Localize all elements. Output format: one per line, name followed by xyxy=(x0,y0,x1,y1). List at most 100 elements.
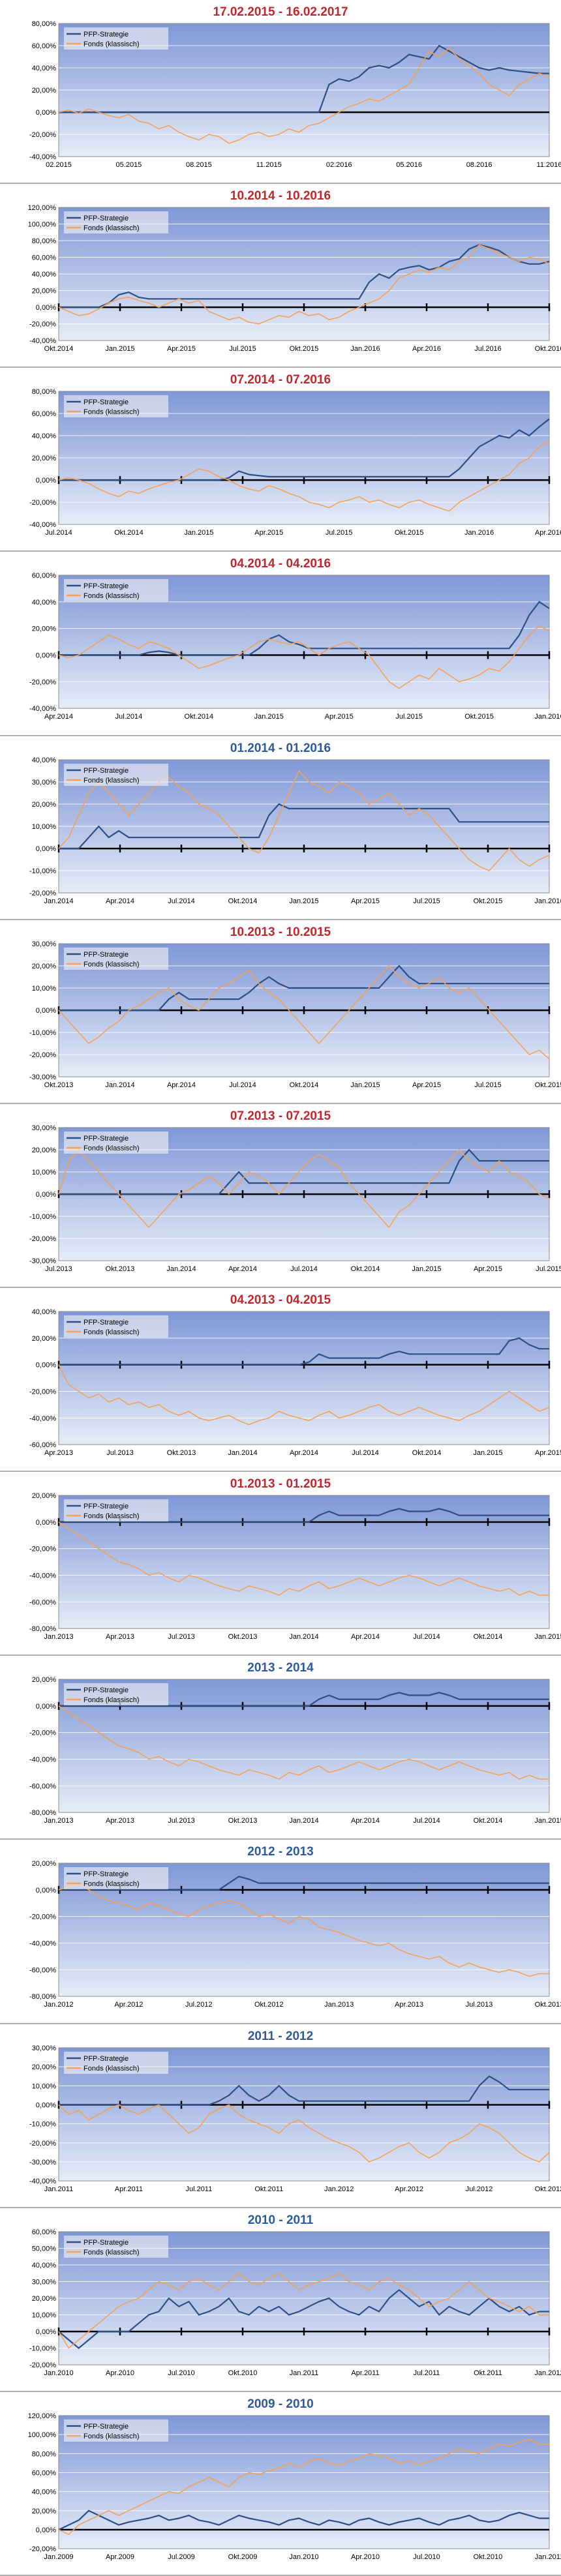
chart-svg: -20,00% -10,00% 0,00% 10,00% 20,00% 30,00% 40,… xyxy=(29,756,561,905)
y-tick-label: 120,00% xyxy=(28,204,57,212)
legend: PFP-Strategie Fonds (klassisch) xyxy=(64,1867,168,1890)
legend: PFP-Strategie Fonds (klassisch) xyxy=(64,2419,168,2442)
series-line-strategy xyxy=(59,1337,549,1366)
x-tick-label: Jul.2014 xyxy=(115,713,143,721)
legend-item-strategy-label: PFP-Strategie xyxy=(83,1135,129,1143)
chart-title: 01.2014 - 01.2016 xyxy=(230,741,331,755)
x-tick-label: Jan.2015 xyxy=(350,1081,380,1089)
x-tick-label: Jul.2013 xyxy=(45,1265,72,1273)
y-tick-label: 120,00% xyxy=(28,2412,57,2420)
x-tick-label: Okt.2014 xyxy=(185,713,214,721)
chart-title: 07.2013 - 07.2015 xyxy=(230,1109,331,1123)
x-tick-label: Jan.2015 xyxy=(105,345,134,353)
x-tick-label: Jul.2013 xyxy=(106,1449,134,1457)
y-tick-label: 30,00% xyxy=(32,2044,57,2052)
legend-item-fund-label: Fonds (klassisch) xyxy=(83,2249,140,2256)
x-tick-label: Apr.2012 xyxy=(395,2185,423,2193)
y-tick-label: -20,00% xyxy=(29,1546,56,1553)
x-tick-label: Jan.2014 xyxy=(44,897,73,905)
legend-item-fund-label: Fonds (klassisch) xyxy=(83,2065,140,2073)
x-tick-label: Jul.2010 xyxy=(413,2553,440,2561)
x-tick-label: Okt.2015 xyxy=(474,897,503,905)
x-tick-label: Okt.2013 xyxy=(228,1817,258,1825)
y-tick-label: 20,00% xyxy=(32,625,57,633)
x-tick-label: Jul.2010 xyxy=(168,2369,195,2377)
x-tick-label: Okt.2014 xyxy=(228,897,258,905)
x-tick-label: Okt.2014 xyxy=(474,1633,503,1641)
y-tick-label: 10,00% xyxy=(32,2082,57,2090)
y-tick-label: 0,00% xyxy=(36,1362,56,1370)
chart-panel: 04.2013 - 04.2015 -60,00% -40,00% -20,00% 0,… xyxy=(0,1288,561,1473)
series-line-strategy xyxy=(59,44,549,113)
panel-divider xyxy=(0,1102,561,1104)
y-tick-label: 20,00% xyxy=(32,1335,57,1343)
x-tick-label: Okt.2013 xyxy=(167,1449,196,1457)
legend-box xyxy=(64,211,168,234)
chart-svg: -30,00% -20,00% -10,00% 0,00% 10,00% 20,00% 30… xyxy=(29,1124,561,1273)
panel-divider xyxy=(0,183,561,185)
legend-item-strategy-label: PFP-Strategie xyxy=(83,1319,129,1326)
y-tick-label: -80,00% xyxy=(29,1809,56,1817)
x-tick-label: 11.2016 xyxy=(537,161,561,169)
y-tick-label: 60,00% xyxy=(32,572,57,580)
x-tick-label: Apr.2014 xyxy=(106,897,134,905)
y-tick-label: 30,00% xyxy=(32,940,57,948)
legend-box xyxy=(64,1131,168,1154)
y-tick-label: -40,00% xyxy=(29,1572,56,1580)
chart-title: 17.02.2015 - 16.02.2017 xyxy=(213,5,348,19)
y-tick-label: -40,00% xyxy=(29,153,56,161)
y-tick-label: -40,00% xyxy=(29,1940,56,1948)
legend-item-strategy-label: PFP-Strategie xyxy=(83,2423,129,2431)
y-tick-label: 10,00% xyxy=(32,2311,57,2319)
chart-title: 2012 - 2013 xyxy=(247,1845,314,1859)
y-tick-label: -10,00% xyxy=(29,1213,56,1221)
legend-item-strategy-label: PFP-Strategie xyxy=(83,1870,129,1878)
chart-panel: 07.2013 - 07.2015 -30,00% -20,00% -10,00% 0,… xyxy=(0,1104,561,1288)
chart-title: 2013 - 2014 xyxy=(247,1661,314,1675)
x-tick-label: Apr.2014 xyxy=(351,1633,380,1641)
panel-divider xyxy=(0,918,561,920)
legend-box xyxy=(64,1315,168,1338)
x-tick-label: Jul.2014 xyxy=(45,529,72,537)
y-tick-label: 40,00% xyxy=(32,599,57,607)
legend-item-strategy-label: PFP-Strategie xyxy=(83,1686,129,1694)
y-tick-label: 80,00% xyxy=(32,237,57,245)
x-tick-label: Jan.2012 xyxy=(44,2001,73,2009)
x-tick-label: Okt.2015 xyxy=(395,529,424,537)
series-line-strategy xyxy=(59,418,550,481)
y-tick-label: -10,00% xyxy=(29,1029,56,1037)
x-tick-label: Jan.2014 xyxy=(289,1633,318,1641)
chart-panel: 04.2014 - 04.2016 -40,00% -20,00% 0,00% 20,0… xyxy=(0,552,561,736)
legend-item-strategy-label: PFP-Strategie xyxy=(83,398,129,406)
y-tick-label: 80,00% xyxy=(32,20,57,28)
x-tick-label: Jan.2016 xyxy=(534,713,561,721)
x-tick-label: Jul.2015 xyxy=(229,345,256,353)
legend-item-strategy-label: PFP-Strategie xyxy=(83,215,129,222)
legend-item-fund-label: Fonds (klassisch) xyxy=(83,408,140,416)
panel-divider xyxy=(0,2206,561,2208)
chart-svg: -40,00% -20,00% 0,00% 20,00% 40,00% 60,00% 80,… xyxy=(29,20,561,169)
x-tick-label: Apr.2015 xyxy=(254,529,283,537)
series-line-fund xyxy=(58,1364,550,1426)
series-line-strategy xyxy=(59,965,549,1011)
legend-item-strategy-label: PFP-Strategie xyxy=(83,2055,129,2063)
legend-item-fund-label: Fonds (klassisch) xyxy=(83,40,140,48)
y-tick-label: -10,00% xyxy=(29,867,56,875)
y-tick-label: -20,00% xyxy=(29,1913,56,1921)
x-tick-label: Jul.2014 xyxy=(290,1265,318,1273)
x-tick-label: Jan.2014 xyxy=(166,1265,196,1273)
y-tick-label: 60,00% xyxy=(32,2228,57,2236)
y-tick-label: 0,00% xyxy=(36,2328,56,2336)
y-tick-label: 0,00% xyxy=(36,1007,56,1015)
y-tick-label: 60,00% xyxy=(32,42,57,50)
x-tick-label: Okt.2014 xyxy=(44,345,74,353)
x-tick-label: Jan.2014 xyxy=(289,1817,318,1825)
y-tick-label: 60,00% xyxy=(32,254,57,262)
y-tick-label: -40,00% xyxy=(29,1415,56,1422)
y-tick-label: -20,00% xyxy=(29,1051,56,1059)
chart-svg: -60,00% -40,00% -20,00% 0,00% 20,00% 40,00% Ap… xyxy=(29,1308,561,1457)
x-tick-label: Jul.2011 xyxy=(414,2369,440,2377)
x-tick-label: Jan.2014 xyxy=(105,1081,134,1089)
panel-divider xyxy=(0,734,561,736)
y-tick-label: 20,00% xyxy=(32,288,57,295)
